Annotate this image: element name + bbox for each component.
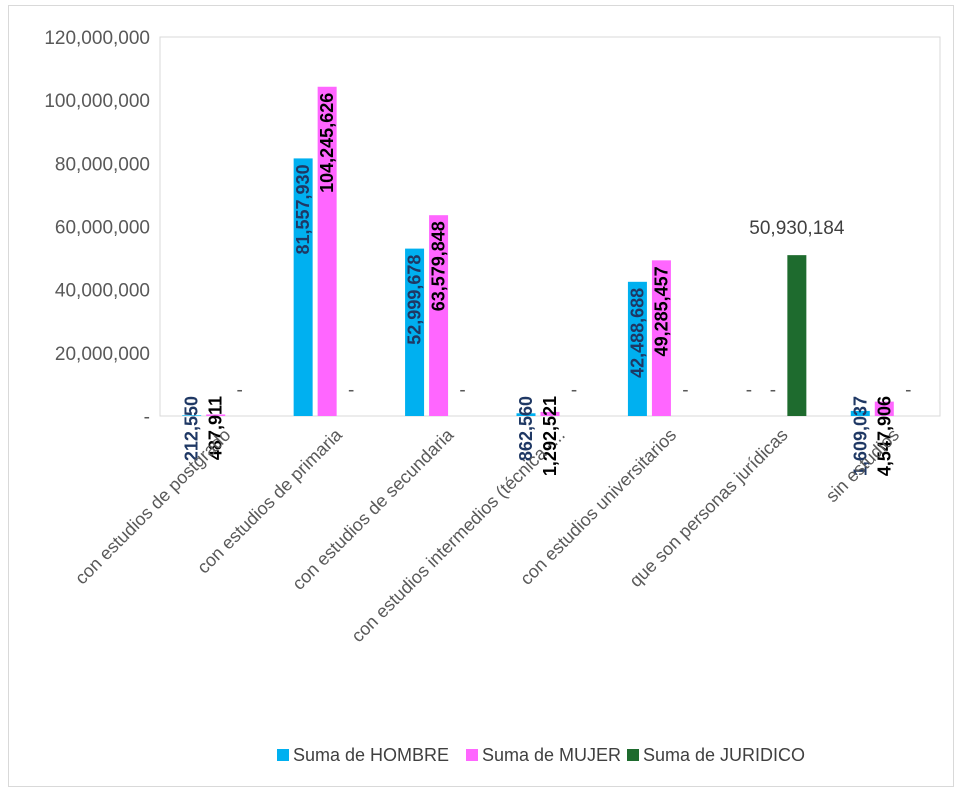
data-label: - bbox=[348, 380, 354, 401]
data-label: 81,557,930 bbox=[293, 164, 313, 254]
bar-1 bbox=[850, 410, 870, 416]
data-label: 862,560 bbox=[516, 396, 536, 461]
data-label: 63,579,848 bbox=[429, 221, 449, 311]
bar-2 bbox=[317, 86, 337, 416]
legend-label: Suma de MUJER bbox=[482, 745, 621, 765]
y-tick-label: 80,000,000 bbox=[55, 154, 150, 175]
bar-2 bbox=[540, 411, 560, 416]
data-label: - bbox=[770, 380, 776, 401]
data-label: 50,930,184 bbox=[749, 218, 845, 239]
data-label: - bbox=[905, 380, 911, 401]
data-label: 212,550 bbox=[182, 396, 202, 461]
bar-1 bbox=[405, 248, 425, 416]
data-label: 1,609,037 bbox=[850, 396, 870, 476]
x-tick-label: con estudios intermedios (técnica -... bbox=[347, 425, 568, 646]
data-label: - bbox=[682, 380, 688, 401]
bar-1 bbox=[516, 413, 536, 416]
data-label: 1,292,521 bbox=[540, 396, 560, 476]
y-tick-label: 120,000,000 bbox=[44, 28, 150, 49]
y-tick-label: 20,000,000 bbox=[55, 344, 150, 365]
data-label: 52,999,678 bbox=[405, 255, 425, 345]
bar-2 bbox=[874, 401, 894, 416]
data-label: - bbox=[571, 380, 577, 401]
legend-swatch-2 bbox=[466, 749, 478, 761]
y-tick-label: 60,000,000 bbox=[55, 218, 150, 239]
y-tick-label: 40,000,000 bbox=[55, 281, 150, 302]
y-tick-label: 100,000,000 bbox=[44, 91, 150, 112]
data-label: 42,488,688 bbox=[627, 288, 647, 378]
data-label: 487,911 bbox=[206, 396, 226, 460]
data-label: - bbox=[459, 380, 465, 401]
bar-2 bbox=[429, 215, 449, 416]
data-label: 49,285,457 bbox=[651, 266, 671, 356]
bar-2 bbox=[651, 260, 671, 416]
y-tick-label: - bbox=[144, 407, 150, 428]
legend-swatch-1 bbox=[277, 749, 289, 761]
data-label: - bbox=[746, 380, 752, 401]
legend-label: Suma de HOMBRE bbox=[293, 745, 449, 765]
legend-swatch-3 bbox=[627, 749, 639, 761]
bar-3 bbox=[787, 255, 807, 416]
data-label: - bbox=[237, 380, 243, 401]
bar-2 bbox=[206, 414, 226, 416]
bar-1 bbox=[293, 158, 313, 416]
data-label: 104,245,626 bbox=[317, 93, 337, 193]
bar-1 bbox=[627, 281, 647, 416]
data-label: 4,547,906 bbox=[874, 396, 894, 476]
legend-label: Suma de JURIDICO bbox=[643, 745, 805, 765]
bar-1 bbox=[182, 415, 202, 416]
